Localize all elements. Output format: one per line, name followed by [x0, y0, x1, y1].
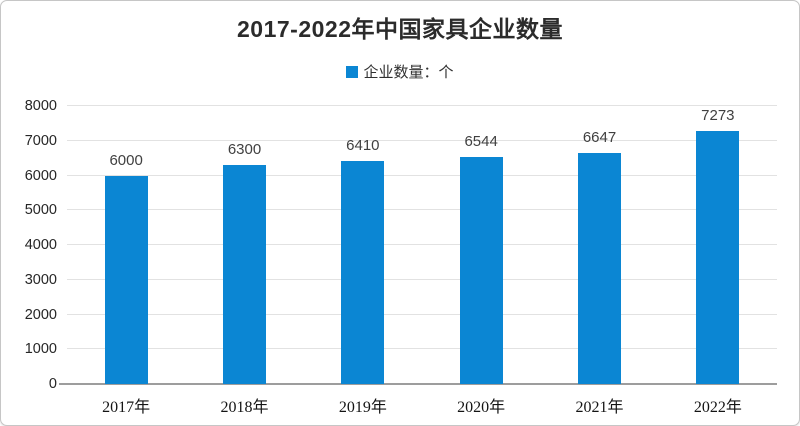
bar-2017年 — [104, 175, 148, 384]
legend-marker-swatch — [346, 65, 359, 78]
bar-value-label: 6647 — [582, 129, 617, 147]
y-tick-label: 3000 — [24, 271, 57, 288]
x-tick-label: 2017年 — [102, 399, 151, 416]
gridline — [67, 139, 777, 141]
gridline — [67, 244, 777, 245]
x-tick-label: 2022年 — [693, 399, 742, 416]
legend: 企业数量：个 — [1, 61, 799, 82]
bar-2021年 — [578, 153, 621, 384]
y-tick-label: 2000 — [24, 306, 57, 323]
y-tick-label: 5000 — [24, 202, 57, 219]
y-tick-label: 4000 — [24, 237, 57, 253]
gridline — [67, 174, 777, 176]
plot-area: 0 1000 2000 3000 4000 5000 6000 7000 8000 6000 201… — [25, 98, 777, 416]
bar-value-label: 6300 — [227, 141, 262, 159]
y-tick-label: 6000 — [24, 167, 57, 184]
y-tick-label: 0 — [48, 376, 57, 392]
bar-2018年 — [223, 165, 266, 384]
bar-2019年 — [341, 161, 385, 384]
x-tick-label: 2019年 — [338, 399, 387, 416]
bar-value-label: 7273 — [701, 107, 735, 125]
gridline — [67, 278, 777, 280]
x-axis-line — [59, 383, 777, 385]
legend-label: 企业数量：个 — [363, 64, 454, 81]
x-tick-label: 2018年 — [220, 399, 269, 416]
bar-2022年 — [696, 131, 740, 384]
y-tick-label: 8000 — [24, 98, 57, 114]
gridline — [67, 348, 777, 350]
bar-value-label: 6410 — [346, 137, 380, 155]
gridline — [67, 209, 777, 211]
x-tick-label: 2021年 — [575, 399, 624, 416]
bar-value-label: 6000 — [109, 151, 143, 169]
y-tick-label: 1000 — [24, 341, 57, 358]
gridline — [67, 105, 777, 106]
bar-2020年 — [459, 156, 503, 384]
gridline — [67, 313, 777, 315]
bar-value-label: 6544 — [464, 132, 498, 150]
chart-title: 2017-2022年中国家具企业数量 — [237, 16, 563, 42]
y-tick-label: 7000 — [24, 132, 57, 149]
x-tick-label: 2020年 — [457, 399, 506, 416]
